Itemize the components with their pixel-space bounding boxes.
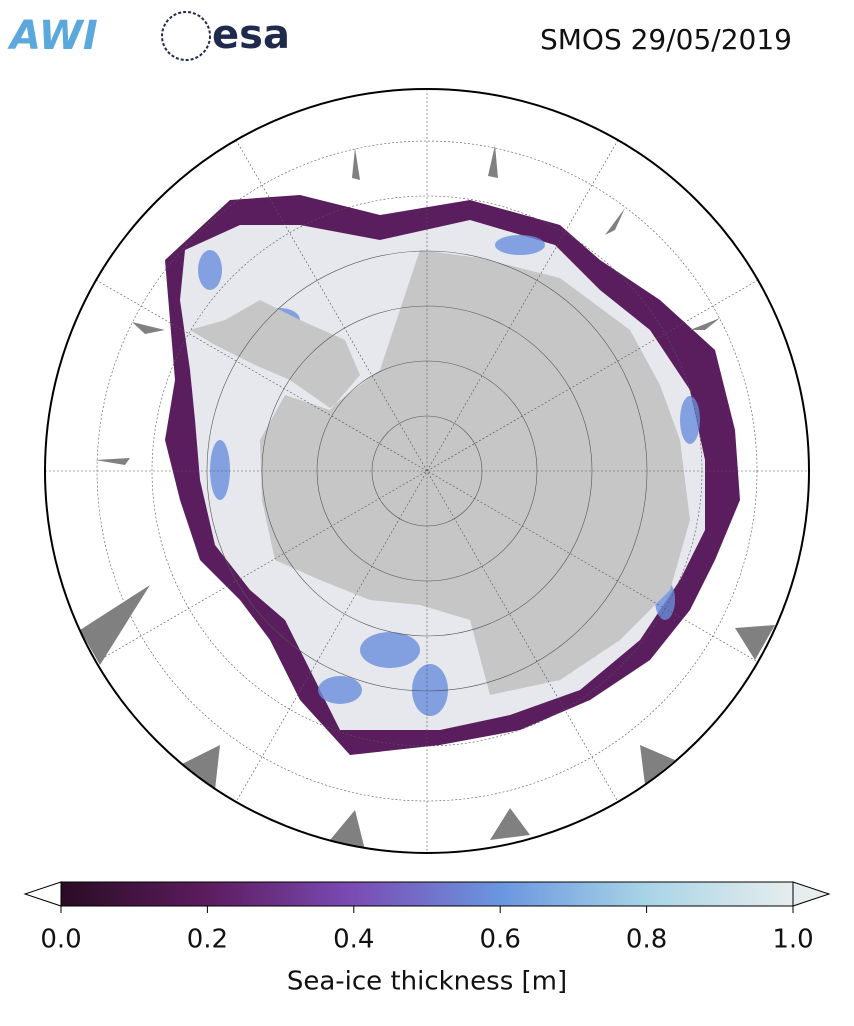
missing-data-wedges — [80, 145, 775, 850]
colorbar-tick-label: 0.4 — [333, 925, 374, 955]
awi-logo: AWI — [7, 13, 98, 59]
esa-logo: esa — [212, 12, 290, 58]
graticule — [45, 89, 809, 853]
sea-ice-patches — [198, 235, 700, 716]
esa-emblem — [161, 11, 211, 61]
colorbar-extend-high — [792, 881, 831, 907]
colorbar-bar — [60, 881, 794, 907]
colorbar-tick-label: 0.8 — [626, 925, 667, 955]
colorbar-tick-label: 0.6 — [480, 925, 521, 955]
colorbar-tick-label: 0.0 — [40, 925, 81, 955]
colorbar-label: Sea-ice thickness [m] — [287, 967, 567, 997]
colorbar-tick-label: 1.0 — [772, 925, 813, 955]
map — [45, 89, 809, 853]
colorbar: Sea-ice thickness [m] 0.0 0.2 0.4 0.6 0.8 1.0 — [23, 881, 831, 997]
colorbar-extend-low — [23, 881, 62, 907]
colorbar-tick-label: 0.2 — [187, 925, 228, 955]
title: SMOS 29/05/2019 — [540, 23, 792, 56]
antarctica — [190, 250, 690, 695]
map-boundary — [44, 88, 810, 854]
